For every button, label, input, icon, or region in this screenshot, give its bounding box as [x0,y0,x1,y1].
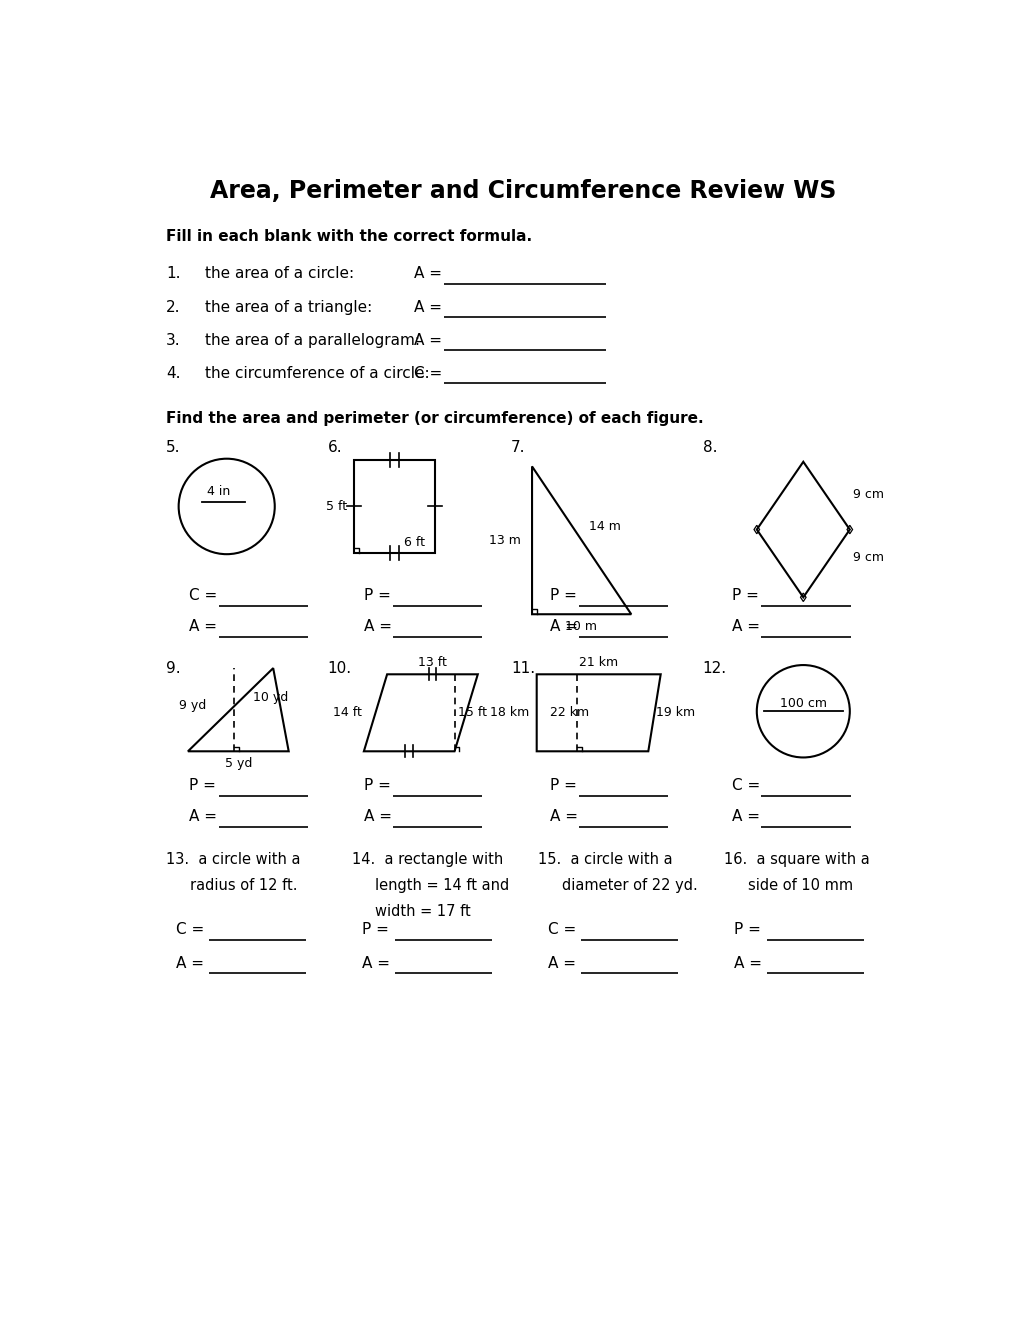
Text: 13 ft: 13 ft [418,656,446,669]
Text: 9 cm: 9 cm [852,552,883,565]
Text: C =: C = [547,923,580,937]
Text: P =: P = [364,779,390,793]
Text: A =: A = [190,809,217,824]
Text: 12.: 12. [702,660,726,676]
Text: A =: A = [549,619,578,634]
Text: 9 cm: 9 cm [852,488,883,500]
Text: P =: P = [733,923,764,937]
Text: 1.: 1. [166,267,180,281]
Text: 2.: 2. [166,300,180,314]
Text: A =: A = [549,809,578,824]
Text: the area of a circle:: the area of a circle: [205,267,354,281]
Text: A =: A = [364,619,391,634]
Text: 8.: 8. [702,441,716,455]
Text: A =: A = [733,956,765,970]
Text: 16.  a square with a: 16. a square with a [723,851,869,867]
Text: the area of a parallelogram:: the area of a parallelogram: [205,333,420,347]
Text: side of 10 mm: side of 10 mm [747,878,852,892]
Text: 6.: 6. [327,441,341,455]
Text: P =: P = [549,779,576,793]
Text: 19 km: 19 km [655,706,695,719]
Text: Find the area and perimeter (or circumference) of each figure.: Find the area and perimeter (or circumfe… [166,411,703,426]
Text: 100 cm: 100 cm [780,697,826,710]
Text: A =: A = [732,809,759,824]
Text: 6 ft: 6 ft [404,536,424,549]
Text: C =: C = [414,366,447,380]
Text: 3.: 3. [166,333,180,347]
Text: 14 ft: 14 ft [332,706,361,719]
Text: A =: A = [364,809,391,824]
Text: the circumference of a circle:: the circumference of a circle: [205,366,429,380]
Text: 9.: 9. [166,660,180,676]
Text: A =: A = [547,956,580,970]
Text: 18 km: 18 km [489,706,529,719]
Text: 4 in: 4 in [207,484,230,498]
Text: A =: A = [361,956,394,970]
Text: the area of a triangle:: the area of a triangle: [205,300,372,314]
Text: P =: P = [732,589,758,603]
Text: A =: A = [414,333,446,347]
Text: 7.: 7. [511,441,525,455]
Text: 15.  a circle with a: 15. a circle with a [538,851,673,867]
Text: 13.  a circle with a: 13. a circle with a [166,851,301,867]
Text: 4.: 4. [166,366,180,380]
Text: diameter of 22 yd.: diameter of 22 yd. [560,878,697,892]
Text: A =: A = [732,619,759,634]
Bar [354,461,435,553]
Text: 9 yd: 9 yd [179,698,206,711]
Text: A =: A = [190,619,217,634]
Text: A =: A = [414,300,446,314]
Text: length = 14 ft and: length = 14 ft and [375,878,510,892]
Text: P =: P = [364,589,390,603]
Text: P =: P = [549,589,576,603]
Text: 5 yd: 5 yd [224,758,252,770]
Text: 13 m: 13 m [489,533,521,546]
Text: P =: P = [361,923,393,937]
Text: 15 ft: 15 ft [458,706,486,719]
Text: A =: A = [414,267,446,281]
Text: 14.  a rectangle with: 14. a rectangle with [352,851,503,867]
Text: A =: A = [175,956,208,970]
Text: Area, Perimeter and Circumference Review WS: Area, Perimeter and Circumference Review… [209,178,836,203]
Text: width = 17 ft: width = 17 ft [375,904,471,919]
Text: 10 yd: 10 yd [253,690,288,704]
Text: C =: C = [190,589,217,603]
Text: 10 m: 10 m [565,620,596,634]
Text: 5 ft: 5 ft [326,500,347,513]
Text: C =: C = [732,779,759,793]
Text: 22 km: 22 km [549,706,588,719]
Text: 11.: 11. [511,660,535,676]
Text: 14 m: 14 m [588,520,620,533]
Text: 10.: 10. [327,660,352,676]
Text: 5.: 5. [166,441,180,455]
Text: Fill in each blank with the correct formula.: Fill in each blank with the correct form… [166,230,532,244]
Text: C =: C = [175,923,209,937]
Text: P =: P = [190,779,216,793]
Text: 21 km: 21 km [579,656,618,669]
Text: radius of 12 ft.: radius of 12 ft. [190,878,297,892]
